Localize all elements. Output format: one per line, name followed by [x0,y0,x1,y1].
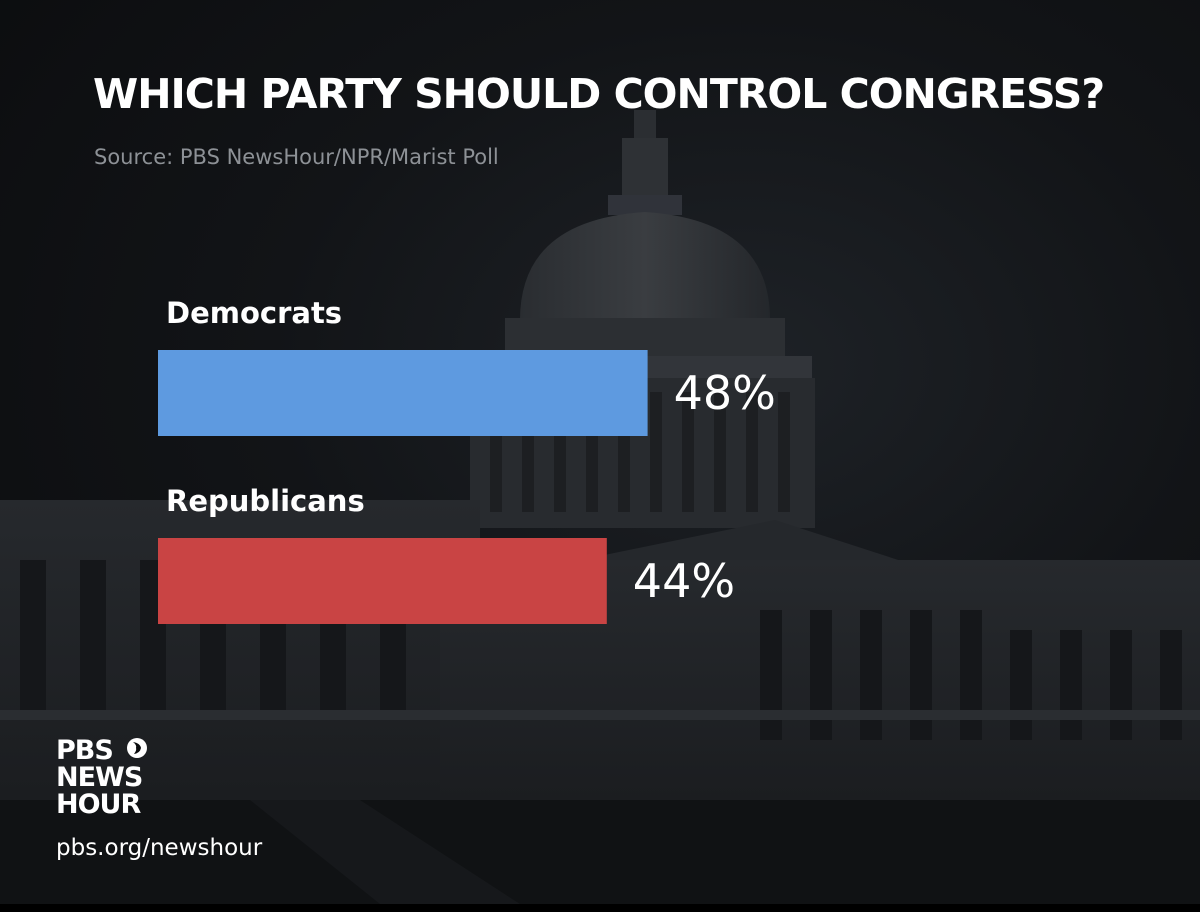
bottom-bar [0,904,1200,912]
logo-line-pbs: PBS [56,735,114,766]
logo-line-hour: HOUR [56,789,141,820]
chart-source: Source: PBS NewsHour/NPR/Marist Poll [94,145,499,169]
logo-line-news: NEWS [56,762,143,793]
pbs-newshour-logo: PBS NEWS HOUR [56,735,147,820]
category-label-democrats: Democrats [166,296,342,330]
site-url: pbs.org/newshour [56,835,263,861]
value-label-democrats: 48% [674,366,776,420]
category-label-republicans: Republicans [166,484,365,518]
bar-democrats [158,350,648,436]
chart-title: WHICH PARTY SHOULD CONTROL CONGRESS? [93,70,1105,118]
bar-republicans [158,538,607,624]
value-label-republicans: 44% [633,554,735,608]
pbs-head-icon [127,738,147,758]
